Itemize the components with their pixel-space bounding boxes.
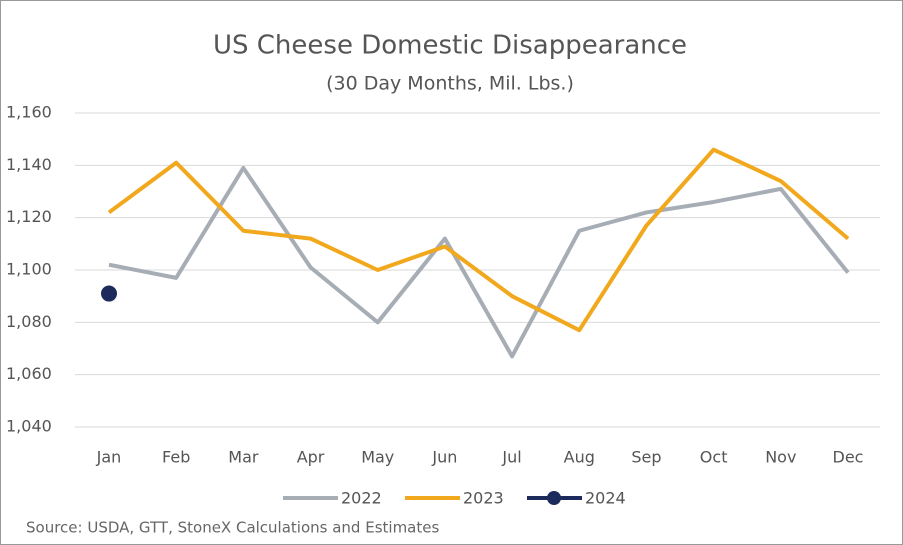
source-note: Source: USDA, GTT, StoneX Calculations a… — [26, 519, 439, 537]
chart-title: US Cheese Domestic Disappearance — [213, 31, 687, 61]
legend-marker — [547, 491, 561, 505]
x-tick-label: Oct — [700, 448, 728, 467]
y-tick-label: 1,080 — [6, 312, 52, 331]
x-tick-label: Nov — [765, 448, 796, 467]
y-tick-label: 1,120 — [6, 207, 52, 226]
legend-item: 2024 — [527, 489, 626, 508]
series-point — [101, 285, 117, 302]
legend-label: 2023 — [463, 489, 504, 508]
x-tick-label: Aug — [564, 448, 595, 467]
y-tick-label: 1,160 — [6, 103, 52, 122]
x-tick-label: Apr — [297, 448, 325, 467]
x-tick-label: Feb — [162, 448, 190, 467]
x-tick-label: May — [361, 448, 394, 467]
x-tick-label: Jan — [96, 448, 122, 467]
x-tick-label: Mar — [228, 448, 259, 467]
y-tick-label: 1,060 — [6, 364, 52, 383]
x-tick-label: Sep — [631, 448, 661, 467]
y-tick-label: 1,040 — [6, 417, 52, 436]
legend-label: 2022 — [341, 489, 382, 508]
x-tick-label: Jun — [431, 448, 457, 467]
legend-label: 2024 — [585, 489, 626, 508]
chart-subtitle: (30 Day Months, Mil. Lbs.) — [326, 73, 574, 95]
x-tick-label: Jul — [501, 448, 521, 467]
series-line — [108, 165, 850, 359]
legend-item: 2022 — [283, 489, 382, 508]
y-tick-label: 1,140 — [6, 155, 52, 174]
series-line — [107, 147, 850, 333]
legend-item: 2023 — [405, 489, 504, 508]
x-tick-label: Dec — [833, 448, 864, 467]
y-tick-label: 1,100 — [6, 260, 52, 279]
